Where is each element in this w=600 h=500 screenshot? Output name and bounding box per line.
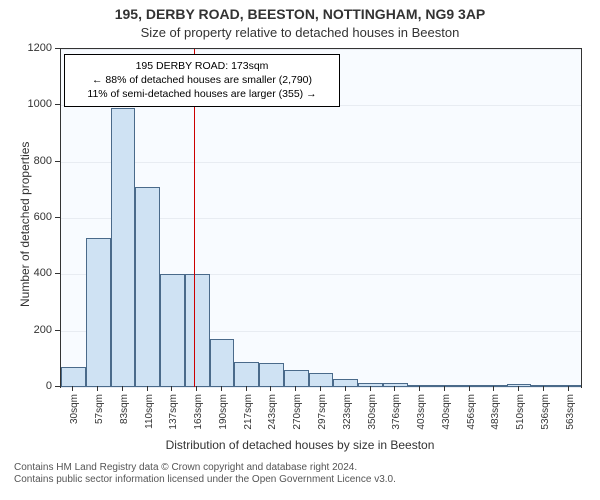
histogram-bar [234,362,259,387]
y-tick-label: 800 [0,155,52,167]
annotation-box: 195 DERBY ROAD: 173sqm ← 88% of detached… [64,54,340,107]
histogram-bar [358,383,383,387]
histogram-bar [185,274,210,387]
x-tick-label: 376sqm [391,394,402,430]
x-tick-label: 456sqm [466,394,477,430]
x-tick-label: 270sqm [292,394,303,430]
histogram-bar [309,373,334,387]
histogram-bar [457,385,482,387]
credits-line2: Contains public sector information licen… [14,474,396,486]
x-tick-label: 243sqm [267,394,278,430]
x-tick-label: 510sqm [515,394,526,430]
x-tick-label: 190sqm [218,394,229,430]
x-tick-label: 83sqm [119,394,130,424]
y-tick-label: 0 [0,380,52,392]
x-tick-label: 483sqm [490,394,501,430]
x-tick-label: 297sqm [317,394,328,430]
y-tick-label: 600 [0,211,52,223]
histogram-bar [210,339,235,387]
y-tick-label: 1200 [0,42,52,54]
histogram-bar [333,379,358,387]
x-tick-label: 110sqm [144,394,155,429]
y-tick-label: 400 [0,267,52,279]
histogram-bar [531,385,556,387]
histogram-bar [86,238,111,387]
x-tick-label: 536sqm [540,394,551,430]
x-tick-label: 163sqm [193,394,204,430]
x-tick-label: 30sqm [69,394,80,424]
x-tick-label: 403sqm [416,394,427,430]
chart-container: 195, DERBY ROAD, BEESTON, NOTTINGHAM, NG… [0,0,600,500]
x-tick-label: 217sqm [243,394,254,430]
histogram-bar [284,370,309,387]
x-tick-label: 430sqm [441,394,452,430]
y-tick-label: 200 [0,324,52,336]
x-tick-label: 57sqm [94,394,105,424]
histogram-bar [556,385,581,387]
annotation-line1: 195 DERBY ROAD: 173sqm [71,59,333,73]
histogram-bar [61,367,86,387]
histogram-bar [160,274,185,387]
chart-title-main: 195, DERBY ROAD, BEESTON, NOTTINGHAM, NG… [0,6,600,22]
chart-title-sub: Size of property relative to detached ho… [0,25,600,40]
histogram-bar [259,363,284,387]
histogram-bar [111,108,136,387]
annotation-line3: 11% of semi-detached houses are larger (… [71,87,333,101]
x-tick-label: 137sqm [168,394,179,430]
x-tick-label: 350sqm [367,394,378,430]
histogram-bar [135,187,160,387]
credits-line1: Contains HM Land Registry data © Crown c… [14,462,357,474]
histogram-bar [432,385,457,387]
y-tick-label: 1000 [0,98,52,110]
x-axis-label: Distribution of detached houses by size … [0,438,600,452]
x-tick-label: 323sqm [342,394,353,430]
annotation-line2: ← 88% of detached houses are smaller (2,… [71,73,333,87]
x-tick-label: 563sqm [565,394,576,430]
